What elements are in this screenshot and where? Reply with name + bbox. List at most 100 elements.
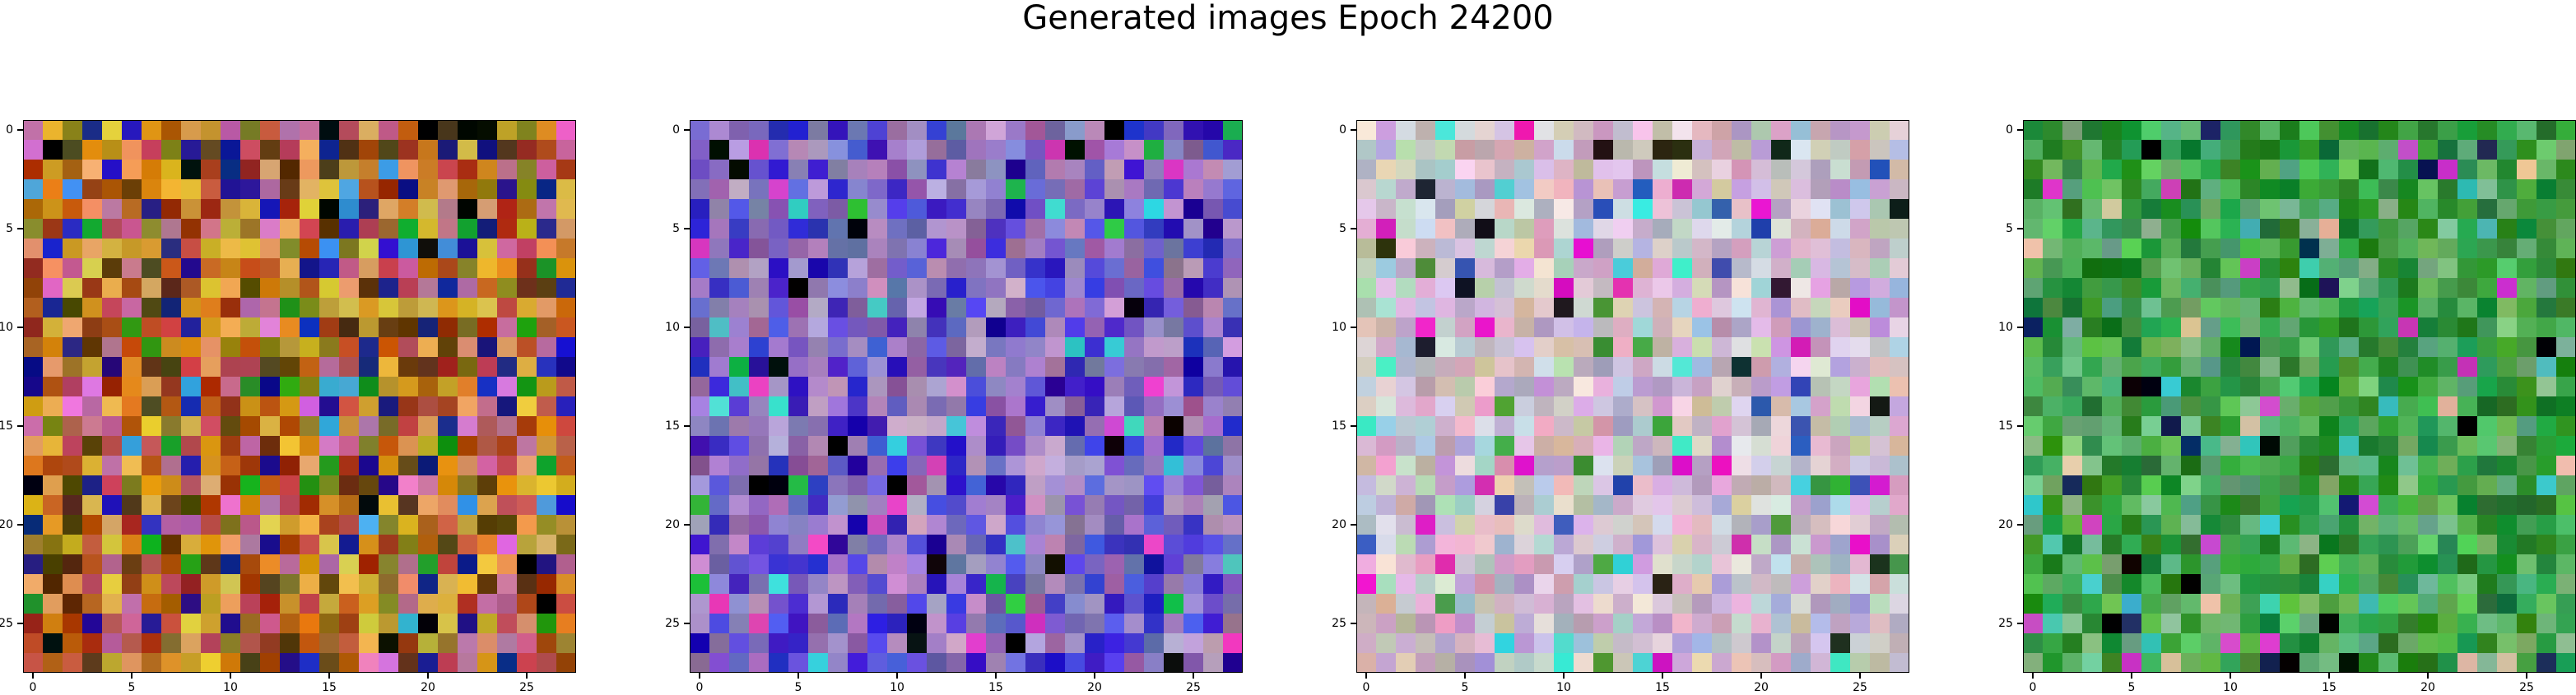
generated-image-4: 0 0 5 5 10 10 15 15 20 20 25 25 [1998,120,2576,694]
x-tick [1193,673,1194,679]
y-tick [1351,129,1356,131]
y-tick [684,623,690,624]
y-tick-label: 0 [2006,123,2013,137]
generated-image-1: 0 0 5 5 10 10 15 15 20 20 25 25 [0,120,576,694]
x-tick-label: 20 [421,681,435,694]
y-tick-label: 20 [665,518,680,531]
y-tick-label: 15 [665,419,680,433]
x-tick-label: 25 [1853,681,1867,694]
y-tick-label: 20 [1998,518,2013,531]
x-tick-label: 20 [1754,681,1769,694]
x-tick [699,673,700,679]
x-tick-label: 5 [794,681,802,694]
y-tick [1351,327,1356,328]
x-tick-label: 25 [519,681,534,694]
y-tick [1351,524,1356,526]
x-tick [2526,673,2527,679]
y-tick-label: 25 [1998,617,2013,630]
y-tick [17,425,23,427]
y-tick-label: 10 [1332,321,1346,334]
y-tick [684,524,690,526]
y-tick [684,129,690,131]
x-tick [131,673,133,679]
x-tick-label: 5 [1461,681,1469,694]
x-tick [427,673,429,679]
x-tick [1859,673,1861,679]
figure-title: Generated images Epoch 24200 [1022,0,1554,37]
y-tick [17,327,23,328]
y-tick [17,228,23,229]
y-tick [2017,129,2023,131]
x-tick [2427,673,2429,679]
y-tick-label: 5 [2006,222,2013,235]
x-tick-label: 10 [1556,681,1571,694]
y-tick-label: 0 [1339,123,1346,137]
x-tick-label: 0 [1362,681,1370,694]
x-tick [797,673,799,679]
x-tick-label: 10 [223,681,238,694]
y-tick [17,524,23,526]
y-tick [2017,623,2023,624]
x-tick-label: 25 [2519,681,2534,694]
y-tick-label: 20 [1332,518,1346,531]
y-tick [17,623,23,624]
y-tick [684,327,690,328]
y-tick-label: 15 [1332,419,1346,433]
x-tick [1760,673,1762,679]
y-tick [2017,524,2023,526]
y-tick-label: 25 [1332,617,1346,630]
generated-image-3-pixels [1356,120,1909,673]
y-tick-label: 5 [6,222,13,235]
x-tick [526,673,528,679]
x-tick-label: 15 [2322,681,2337,694]
generated-image-1-pixels [23,120,576,673]
x-tick [2328,673,2330,679]
y-tick [684,228,690,229]
y-tick-label: 15 [0,419,13,433]
x-tick-label: 0 [29,681,37,694]
y-tick-label: 5 [1339,222,1346,235]
y-tick-label: 15 [1998,419,2013,433]
x-tick [2032,673,2034,679]
x-tick-label: 20 [1087,681,1102,694]
y-tick-label: 0 [6,123,13,137]
y-tick-label: 25 [0,617,13,630]
x-tick [1365,673,1367,679]
y-tick [2017,228,2023,229]
y-tick [2017,327,2023,328]
y-tick-label: 5 [672,222,680,235]
x-tick-label: 25 [1186,681,1201,694]
y-tick-label: 25 [665,617,680,630]
x-tick-label: 0 [695,681,704,694]
x-tick-label: 5 [2127,681,2136,694]
x-tick [1563,673,1565,679]
y-tick [17,129,23,131]
y-tick-label: 10 [0,321,13,334]
x-tick [32,673,34,679]
y-tick-label: 10 [1998,321,2013,334]
x-tick [2131,673,2132,679]
x-tick-label: 15 [988,681,1003,694]
x-tick [2230,673,2231,679]
x-tick [896,673,898,679]
y-tick [2017,425,2023,427]
x-tick [1094,673,1095,679]
y-tick [1351,425,1356,427]
x-tick-label: 5 [128,681,136,694]
y-tick [684,425,690,427]
y-tick [1351,623,1356,624]
x-tick-label: 15 [1655,681,1670,694]
x-tick-label: 15 [322,681,337,694]
x-tick [1662,673,1663,679]
y-tick-label: 20 [0,518,13,531]
y-tick-label: 0 [672,123,680,137]
x-tick [995,673,997,679]
generated-image-2: 0 0 5 5 10 10 15 15 20 20 25 25 [665,120,1243,694]
x-tick-label: 10 [2223,681,2238,694]
y-tick [1351,228,1356,229]
x-tick-label: 0 [2029,681,2037,694]
generated-image-2-pixels [690,120,1243,673]
x-tick-label: 20 [2420,681,2435,694]
x-tick [230,673,231,679]
generated-image-3: 0 0 5 5 10 10 15 15 20 20 25 25 [1332,120,1909,694]
